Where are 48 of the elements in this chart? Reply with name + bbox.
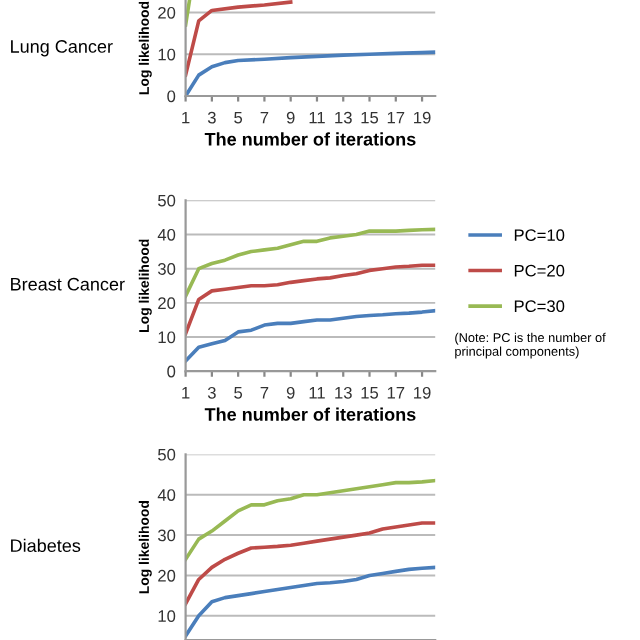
x-axis-title: The number of iterations [204, 132, 416, 146]
line-series [185, 308, 436, 363]
y-tick-label: 40 [157, 228, 176, 241]
x-tick-label: 11 [309, 387, 325, 399]
x-tick-label: 1 [182, 387, 190, 399]
y-tick-label: 10 [158, 48, 176, 61]
y-tick-label: 50 [158, 448, 176, 461]
line-series [185, 0, 293, 77]
x-tick-label: 19 [414, 386, 431, 399]
x-tick-label: 7 [260, 387, 269, 399]
text: Diabetes [11, 538, 81, 553]
x-tick-label: 15 [361, 111, 379, 124]
x-axis-title: The number of iterations [204, 407, 416, 421]
y-tick-label: 0 [167, 365, 176, 378]
y-tick-label: 30 [157, 529, 176, 542]
y-tick-label: 10 [158, 331, 176, 344]
legend-label: PC=10 [514, 229, 565, 242]
y-tick-label: 20 [158, 569, 176, 582]
x-tick-label: 19 [414, 111, 431, 124]
legend-label: PC=20 [514, 264, 565, 277]
x-tick-label: 17 [387, 111, 405, 124]
x-tick-label: 13 [335, 111, 352, 124]
x-tick-label: 5 [234, 387, 243, 399]
x-tick-label: 7 [260, 111, 269, 124]
x-tick-label: 1 [182, 111, 190, 124]
y-tick-label: 50 [158, 194, 176, 207]
line-series [185, 478, 436, 562]
x-tick-label: 5 [234, 111, 243, 124]
x-tick-label: 17 [387, 387, 405, 399]
line-series [185, 263, 436, 336]
y-tick-label: 0 [167, 90, 176, 103]
y-tick-label: 20 [158, 6, 176, 19]
x-tick-label: 9 [286, 386, 295, 399]
x-tick-label: 3 [207, 386, 216, 399]
text: Lung Cancer [11, 40, 113, 57]
x-tick-label: 15 [361, 387, 379, 399]
x-tick-label: 11 [309, 111, 325, 124]
x-tick-label: 13 [335, 386, 352, 399]
y-tick-label: 40 [157, 489, 176, 501]
y-tick-label: 20 [158, 297, 176, 310]
text: Breast Cancer [11, 277, 125, 291]
line-series [185, 227, 436, 298]
line-series [185, 521, 436, 606]
x-tick-label: 3 [207, 111, 216, 124]
legend-label: PC=30 [514, 300, 565, 313]
y-tick-label: 30 [157, 263, 176, 275]
x-tick-label: 9 [286, 111, 295, 124]
y-tick-label: 10 [158, 610, 176, 622]
